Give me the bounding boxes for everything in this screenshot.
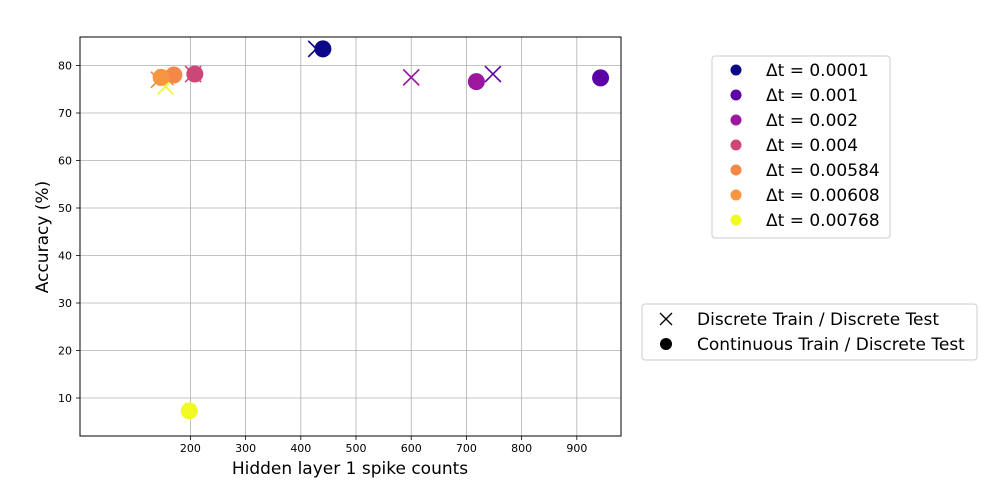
y-tick-label: 20 bbox=[58, 345, 72, 358]
x-axis-ticks: 200 300 400 500 600 700 800 900 bbox=[180, 436, 587, 455]
legend-swatch bbox=[730, 89, 742, 101]
x-tick-label: 700 bbox=[456, 442, 477, 455]
x-tick-label: 200 bbox=[180, 442, 201, 455]
discrete-point-marker bbox=[484, 65, 502, 83]
x-axis-label: Hidden layer 1 spike counts bbox=[232, 459, 468, 479]
legend-entry-label: Δt = 0.002 bbox=[766, 111, 858, 131]
x-tick-label: 400 bbox=[290, 442, 311, 455]
legend-circle-marker bbox=[660, 338, 672, 350]
continuous-point-marker bbox=[180, 402, 198, 420]
series-legend: Δt = 0.0001 Δt = 0.001 Δt = 0.002 Δt = 0.00… bbox=[711, 55, 891, 239]
series-legend-box bbox=[711, 55, 891, 239]
continuous-point-marker bbox=[152, 68, 170, 86]
legend-swatch bbox=[730, 164, 742, 176]
grid-lines bbox=[80, 37, 621, 436]
x-tick-label: 300 bbox=[235, 442, 256, 455]
x-tick-label: 500 bbox=[346, 442, 367, 455]
legend-entry-label: Δt = 0.004 bbox=[766, 136, 858, 156]
y-tick-label: 70 bbox=[58, 107, 72, 120]
data-points bbox=[150, 40, 610, 420]
marker-legend: Discrete Train / Discrete Test Continuous… bbox=[641, 303, 978, 361]
marker-legend-label: Continuous Train / Discrete Test bbox=[697, 335, 965, 355]
continuous-point-marker bbox=[592, 69, 610, 87]
x-tick-label: 600 bbox=[401, 442, 422, 455]
legend-entry-label: Δt = 0.001 bbox=[766, 86, 858, 106]
x-tick-label: 900 bbox=[566, 442, 587, 455]
legend-swatch bbox=[730, 114, 742, 126]
continuous-point-marker bbox=[165, 66, 183, 84]
legend-swatch bbox=[730, 214, 742, 226]
y-tick-label: 50 bbox=[58, 202, 72, 215]
legend-entry-label: Δt = 0.00768 bbox=[766, 211, 880, 231]
discrete-point-marker bbox=[402, 68, 420, 86]
continuous-point-marker bbox=[314, 40, 332, 58]
continuous-point-marker bbox=[186, 65, 204, 83]
legend-swatch bbox=[730, 189, 742, 201]
x-tick-label: 800 bbox=[511, 442, 532, 455]
legend-entry-label: Δt = 0.0001 bbox=[766, 61, 869, 81]
marker-legend-label: Discrete Train / Discrete Test bbox=[697, 310, 939, 330]
marker-legend-box bbox=[641, 303, 978, 361]
y-tick-label: 10 bbox=[58, 392, 72, 405]
continuous-point-marker bbox=[467, 73, 485, 91]
y-axis-ticks: 10 20 30 40 50 60 70 80 bbox=[58, 60, 80, 405]
y-tick-label: 30 bbox=[58, 297, 72, 310]
legend-swatch bbox=[730, 139, 742, 151]
y-tick-label: 80 bbox=[58, 60, 72, 73]
plot-frame bbox=[79, 36, 622, 437]
legend-swatch bbox=[730, 64, 742, 76]
y-axis-label: Accuracy (%) bbox=[33, 181, 53, 293]
y-tick-label: 60 bbox=[58, 155, 72, 168]
y-tick-label: 40 bbox=[58, 250, 72, 263]
legend-entry-label: Δt = 0.00608 bbox=[766, 186, 880, 206]
legend-x-marker bbox=[659, 312, 673, 326]
legend-entry-label: Δt = 0.00584 bbox=[766, 161, 880, 181]
